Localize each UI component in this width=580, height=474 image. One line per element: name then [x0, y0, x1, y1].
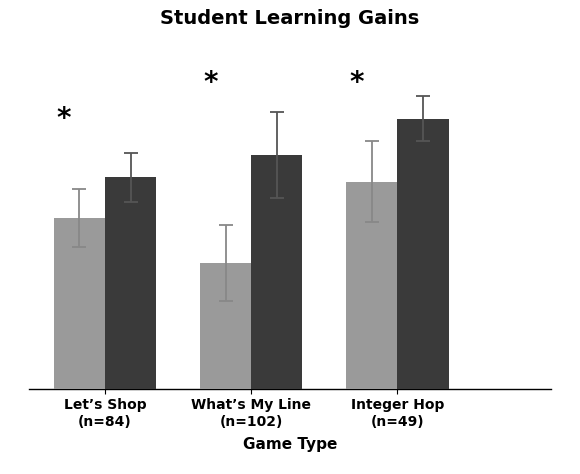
- Text: *: *: [57, 105, 71, 133]
- Text: *: *: [349, 69, 364, 97]
- X-axis label: Game Type: Game Type: [243, 437, 337, 452]
- Bar: [54, 218, 105, 389]
- Bar: [200, 263, 251, 389]
- Bar: [105, 177, 156, 389]
- Bar: [397, 119, 449, 389]
- Text: *: *: [203, 69, 218, 97]
- Bar: [346, 182, 397, 389]
- Bar: [251, 155, 302, 389]
- Title: Student Learning Gains: Student Learning Gains: [161, 9, 419, 28]
